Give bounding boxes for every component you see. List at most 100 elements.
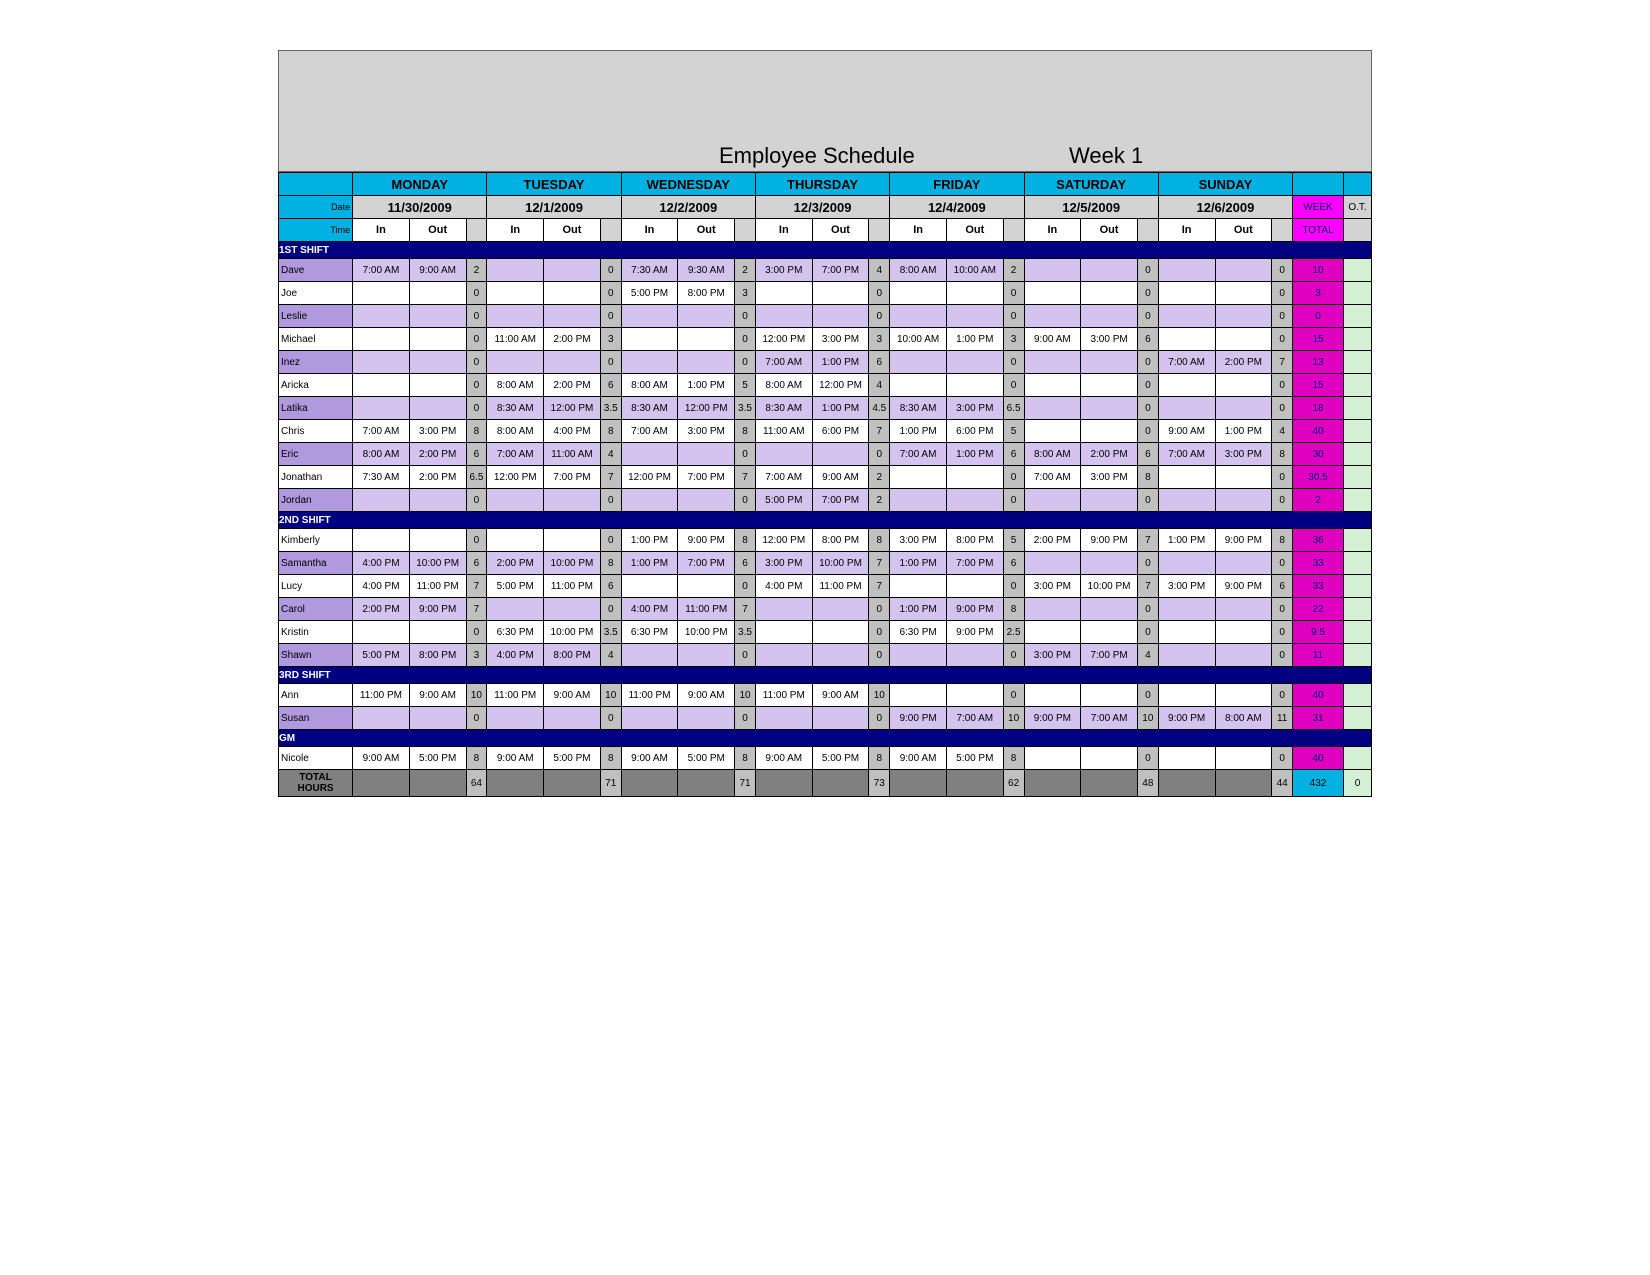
day-hours: 7 <box>1137 529 1158 552</box>
time-in: 7:00 AM <box>621 420 678 443</box>
time-out <box>544 351 601 374</box>
title-week: Week 1 <box>1069 143 1143 169</box>
time-in <box>1158 621 1215 644</box>
time-in: 4:00 PM <box>487 644 544 667</box>
day-hours: 8 <box>735 747 756 770</box>
time-in <box>890 351 947 374</box>
day-hours: 0 <box>1137 621 1158 644</box>
time-in: 8:30 AM <box>621 397 678 420</box>
time-in: 10:00 AM <box>890 328 947 351</box>
time-in <box>890 684 947 707</box>
day-hours: 8 <box>466 747 487 770</box>
employee-name: Susan <box>279 707 353 730</box>
time-in <box>621 351 678 374</box>
employee-name: Joe <box>279 282 353 305</box>
time-out: 7:00 PM <box>812 489 869 512</box>
day-hours: 7 <box>1272 351 1293 374</box>
time-in <box>1158 282 1215 305</box>
day-hours: 0 <box>1137 259 1158 282</box>
time-out <box>946 282 1003 305</box>
time-in <box>1158 489 1215 512</box>
week-total: 30 <box>1293 443 1344 466</box>
day-hours: 0 <box>466 328 487 351</box>
ot-cell <box>1343 397 1371 420</box>
day-hours: 0 <box>869 443 890 466</box>
time-in <box>755 305 812 328</box>
week-total: 33 <box>1293 575 1344 598</box>
time-in <box>1158 552 1215 575</box>
ot-cell <box>1343 282 1371 305</box>
out-header: Out <box>409 219 466 242</box>
day-hours: 0 <box>1272 466 1293 489</box>
day-hours: 7 <box>466 598 487 621</box>
time-out <box>812 282 869 305</box>
time-in <box>1158 374 1215 397</box>
time-out: 9:00 PM <box>678 529 735 552</box>
day-hours: 8 <box>466 420 487 443</box>
week-total: 40 <box>1293 747 1344 770</box>
time-in: 9:00 AM <box>890 747 947 770</box>
grand-total: 432 <box>1293 770 1344 797</box>
day-hours: 3.5 <box>735 621 756 644</box>
ot-header: O.T. <box>1343 196 1371 219</box>
time-in <box>1158 684 1215 707</box>
ot-cell <box>1343 575 1371 598</box>
day-hours: 0 <box>600 282 621 305</box>
time-in <box>1024 282 1081 305</box>
time-out <box>1215 598 1272 621</box>
day-hours: 6 <box>600 374 621 397</box>
time-in <box>755 282 812 305</box>
time-in: 11:00 PM <box>487 684 544 707</box>
day-hours: 5 <box>735 374 756 397</box>
day-hours: 0 <box>1137 552 1158 575</box>
day-hours: 8 <box>735 420 756 443</box>
time-out <box>946 305 1003 328</box>
time-in <box>353 397 410 420</box>
time-in <box>1024 684 1081 707</box>
day-hours: 0 <box>1272 621 1293 644</box>
week-total: 18 <box>1293 397 1344 420</box>
day-hours: 8 <box>1272 443 1293 466</box>
day-hours: 0 <box>1137 747 1158 770</box>
time-in: 2:00 PM <box>1024 529 1081 552</box>
day-hours: 6 <box>466 443 487 466</box>
time-out <box>946 684 1003 707</box>
time-in: 6:30 PM <box>890 621 947 644</box>
ot-cell <box>1343 305 1371 328</box>
day-hours: 0 <box>466 351 487 374</box>
day-hours: 2 <box>735 259 756 282</box>
day-hours: 2.5 <box>1003 621 1024 644</box>
time-out: 9:00 AM <box>678 684 735 707</box>
day-hours: 0 <box>1003 489 1024 512</box>
ot-cell <box>1343 489 1371 512</box>
day-hours: 0 <box>869 644 890 667</box>
date-cell: 12/5/2009 <box>1024 196 1158 219</box>
date-label: Date <box>279 196 353 219</box>
time-out <box>1081 259 1138 282</box>
week-total: 40 <box>1293 420 1344 443</box>
time-out <box>678 489 735 512</box>
day-hours: 3.5 <box>735 397 756 420</box>
day-hours: 0 <box>600 598 621 621</box>
out-header: Out <box>544 219 601 242</box>
time-out <box>409 351 466 374</box>
day-header: SUNDAY <box>1158 173 1292 196</box>
day-hours: 4 <box>600 644 621 667</box>
date-cell: 12/4/2009 <box>890 196 1024 219</box>
time-out: 12:00 PM <box>678 397 735 420</box>
day-hours: 0 <box>466 305 487 328</box>
day-hours: 7 <box>735 466 756 489</box>
time-out <box>946 575 1003 598</box>
time-out: 8:00 PM <box>812 529 869 552</box>
time-in <box>755 598 812 621</box>
time-out <box>1215 489 1272 512</box>
time-out: 8:00 PM <box>678 282 735 305</box>
time-out: 5:00 PM <box>946 747 1003 770</box>
day-hours: 0 <box>869 598 890 621</box>
time-in <box>487 707 544 730</box>
day-hours: 8 <box>600 747 621 770</box>
time-out: 5:00 PM <box>409 747 466 770</box>
day-hours: 0 <box>1272 644 1293 667</box>
time-out <box>1081 397 1138 420</box>
time-out: 3:00 PM <box>946 397 1003 420</box>
